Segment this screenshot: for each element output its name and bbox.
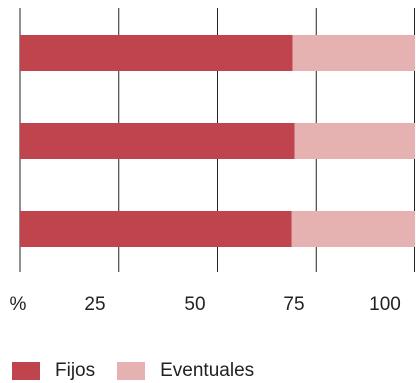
x-tick-label-1: 25 — [84, 294, 105, 315]
bar-fijos-2 — [20, 123, 295, 159]
legend-item-eventuales: Eventuales — [117, 360, 254, 382]
x-tick-label-3: 75 — [283, 294, 304, 315]
legend-swatch-eventuales — [117, 362, 146, 380]
legend-label-fijos: Fijos — [55, 360, 96, 381]
x-axis-tick-labels: % 25 50 75 100 — [10, 294, 401, 315]
bar-eventuales-1 — [292, 35, 415, 71]
legend: Fijos Eventuales — [12, 360, 276, 382]
bar-fijos-3 — [20, 211, 292, 247]
legend-label-eventuales: Eventuales — [160, 360, 255, 381]
x-tick-label-4: 100 — [369, 294, 401, 315]
bars — [20, 35, 415, 247]
x-tick-label-0: % — [10, 294, 27, 315]
bar-fijos-1 — [20, 35, 293, 71]
bar-eventuales-3 — [291, 211, 415, 247]
bar-eventuales-2 — [294, 123, 415, 159]
legend-swatch-fijos — [12, 362, 40, 380]
x-tick-label-2: 50 — [184, 294, 205, 315]
legend-item-fijos: Fijos — [12, 360, 95, 382]
